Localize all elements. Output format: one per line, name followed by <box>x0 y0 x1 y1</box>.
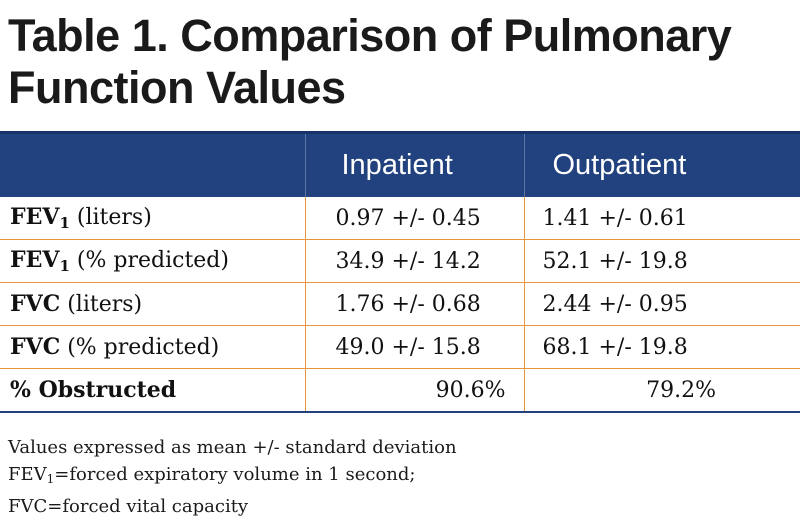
footnote-line-1: Values expressed as mean +/- standard de… <box>8 437 457 458</box>
row-label: FVC (% predicted) <box>0 325 306 369</box>
title-line-2: Function Values <box>8 62 346 113</box>
inpatient-value: 1.76 +/- 0.68 <box>305 282 525 326</box>
outpatient-value: 68.1 +/- 19.8 <box>524 325 800 369</box>
title-line-1: Table 1. Comparison of Pulmonary <box>8 10 732 61</box>
table-title: Table 1. Comparison of Pulmonary Functio… <box>8 10 798 114</box>
row-label-bold: FVC <box>10 291 61 317</box>
outpatient-value: 52.1 +/- 19.8 <box>524 239 800 283</box>
footnote-line-3: FVC=forced vital capacity <box>8 496 249 517</box>
table-footnotes: Values expressed as mean +/- standard de… <box>8 434 788 520</box>
inpatient-value: 90.6% <box>305 368 525 413</box>
row-label-unit: (% predicted) <box>60 335 220 360</box>
footnote-fev-subscript: 1 <box>46 472 55 486</box>
row-label: FEV1 (liters) <box>0 197 306 240</box>
footnote-fev-definition: =forced expiratory volume in 1 second; <box>54 464 416 485</box>
row-label-bold: FEV <box>10 247 60 273</box>
row-label-bold: FVC <box>10 334 61 360</box>
row-label-unit: (liters) <box>60 292 143 317</box>
outpatient-value: 1.41 +/- 0.61 <box>524 197 800 240</box>
table-row: % Obstructed 90.6% 79.2% <box>0 368 800 413</box>
footnote-fev-abbrev: FEV <box>8 464 47 485</box>
row-label-subscript: 1 <box>59 257 70 275</box>
row-label-subscript: 1 <box>59 214 70 232</box>
header-outpatient: Outpatient <box>524 131 800 197</box>
header-inpatient: Inpatient <box>305 131 525 197</box>
outpatient-value: 79.2% <box>524 368 800 413</box>
header-cell-empty <box>0 131 306 197</box>
row-label: FEV1 (% predicted) <box>0 239 306 283</box>
table-row: FEV1 (liters) 0.97 +/- 0.45 1.41 +/- 0.6… <box>0 197 800 240</box>
inpatient-value: 34.9 +/- 14.2 <box>305 239 525 283</box>
inpatient-value: 0.97 +/- 0.45 <box>305 197 525 240</box>
inpatient-value: 49.0 +/- 15.8 <box>305 325 525 369</box>
pulmonary-function-table: Inpatient Outpatient FEV1 (liters) 0.97 … <box>0 131 800 413</box>
row-label: FVC (liters) <box>0 282 306 326</box>
table-row: FVC (liters) 1.76 +/- 0.68 2.44 +/- 0.95 <box>0 282 800 326</box>
row-label-bold: % Obstructed <box>10 377 177 403</box>
row-label: % Obstructed <box>0 368 306 413</box>
footnote-line-2: FEV1=forced expiratory volume in 1 secon… <box>8 461 788 493</box>
outpatient-value: 2.44 +/- 0.95 <box>524 282 800 326</box>
row-label-unit: (% predicted) <box>69 248 229 273</box>
row-label-bold: FEV <box>10 204 60 230</box>
header-row: Inpatient Outpatient <box>0 131 800 197</box>
table-row: FEV1 (% predicted) 34.9 +/- 14.2 52.1 +/… <box>0 239 800 283</box>
table-row: FVC (% predicted) 49.0 +/- 15.8 68.1 +/-… <box>0 325 800 369</box>
row-label-unit: (liters) <box>69 205 152 230</box>
